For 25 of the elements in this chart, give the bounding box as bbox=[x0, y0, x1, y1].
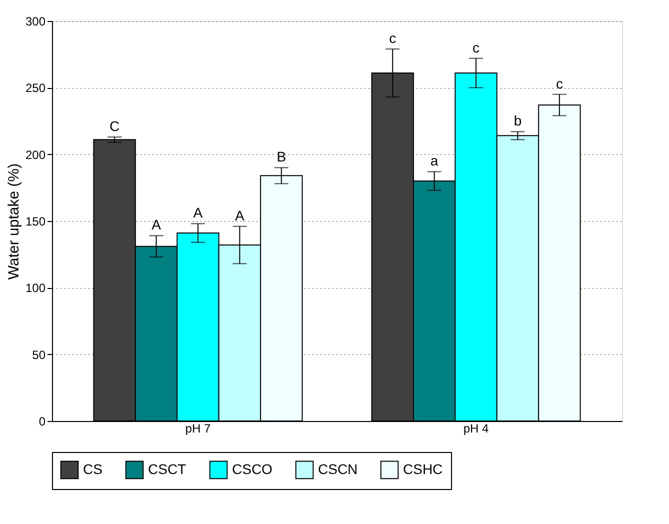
y-tick-label: 0 bbox=[38, 414, 46, 428]
y-axis-title: Water uptake (%) bbox=[5, 163, 22, 280]
data-label: c bbox=[556, 75, 563, 92]
data-label: b bbox=[514, 112, 522, 129]
y-tick-label: 100 bbox=[25, 281, 46, 296]
data-label: c bbox=[389, 30, 396, 46]
y-tick-label: 50 bbox=[32, 348, 46, 362]
x-tick-label: pH 7 bbox=[185, 422, 211, 436]
legend-label: CSHC bbox=[403, 460, 443, 477]
y-tick-label: 300 bbox=[25, 14, 46, 28]
legend-label: CS bbox=[83, 460, 102, 477]
data-label: a bbox=[430, 152, 438, 169]
y-tick-label: 150 bbox=[25, 214, 46, 228]
legend-label: CSCN bbox=[318, 460, 358, 477]
data-label: A bbox=[235, 207, 246, 224]
legend-label: CSCO bbox=[232, 460, 273, 477]
x-tick-label: pH 4 bbox=[463, 422, 490, 436]
data-label: C bbox=[110, 118, 120, 134]
data-label: A bbox=[152, 216, 162, 233]
y-tick-label: 200 bbox=[25, 148, 46, 162]
y-tick-label: 250 bbox=[25, 81, 46, 96]
data-label: c bbox=[472, 39, 480, 56]
legend-label: CSCT bbox=[148, 460, 187, 477]
data-label: A bbox=[193, 204, 204, 221]
data-label: B bbox=[276, 148, 286, 165]
